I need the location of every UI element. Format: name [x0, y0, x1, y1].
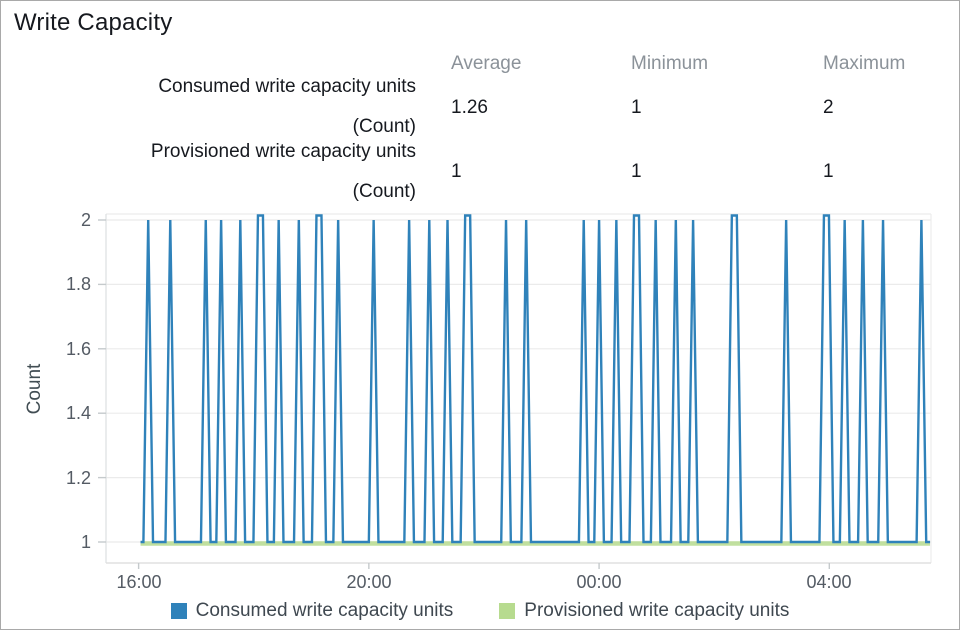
stats-provisioned-minimum: 1	[631, 161, 642, 182]
x-tick-label: 20:00	[346, 572, 392, 592]
stats-header-average: Average	[451, 53, 522, 74]
y-tick-label: 1.6	[65, 339, 91, 359]
provisioned-series-swatch-icon	[499, 603, 516, 619]
stats-provisioned-average: 1	[451, 161, 462, 182]
chart-legend: Consumed write capacity units Provisione…	[1, 600, 959, 622]
stats-consumed-average: 1.26	[451, 97, 488, 118]
y-tick-label: 1	[80, 532, 91, 552]
y-tick-label: 2	[80, 210, 91, 230]
legend-label: Provisioned write capacity units	[524, 600, 790, 621]
y-tick-label: 1.4	[65, 403, 91, 423]
stats-row-provisioned-label: Provisioned write capacity units	[150, 141, 416, 162]
stats-consumed-maximum: 2	[823, 97, 834, 118]
page-title: Write Capacity	[14, 9, 173, 36]
legend-label: Consumed write capacity units	[195, 600, 454, 621]
stats-provisioned-maximum: 1	[823, 161, 834, 182]
legend-item-consumed[interactable]: Consumed write capacity units	[170, 600, 454, 622]
stats-row-provisioned-unit: (Count)	[352, 181, 416, 202]
stats-header-minimum: Minimum	[631, 53, 709, 74]
y-axis-title: Count	[24, 363, 45, 415]
consumed-series-swatch-icon	[170, 603, 187, 619]
y-tick-label: 1.8	[65, 274, 91, 294]
stats-header-maximum: Maximum	[823, 53, 906, 74]
stats-row-consumed-unit: (Count)	[352, 116, 416, 137]
x-tick-label: 00:00	[576, 572, 622, 592]
legend-item-provisioned[interactable]: Provisioned write capacity units	[499, 600, 789, 622]
stats-consumed-minimum: 1	[631, 97, 642, 118]
y-tick-label: 1.2	[65, 468, 91, 488]
x-tick-label: 04:00	[806, 572, 852, 592]
x-tick-label: 16:00	[116, 572, 162, 592]
stats-row-consumed-label: Consumed write capacity units	[158, 76, 416, 97]
